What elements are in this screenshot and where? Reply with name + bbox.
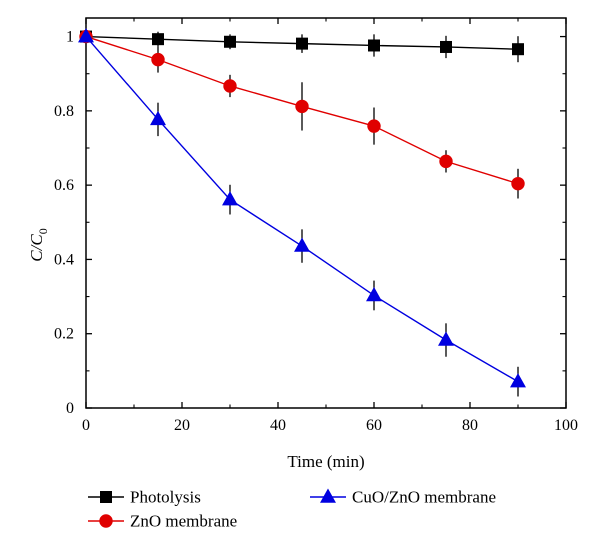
- y-axis-title-subscript: 0: [36, 228, 50, 234]
- x-tick-label: 100: [554, 417, 578, 434]
- data-point: [151, 52, 165, 67]
- plot-area-border: [85, 17, 567, 409]
- series-layer: [78, 28, 526, 397]
- data-point: [511, 176, 525, 191]
- legend-marker: [320, 488, 336, 503]
- data-point: [367, 119, 381, 133]
- data-point: [222, 191, 238, 206]
- x-tick-label: 0: [82, 417, 90, 434]
- data-point: [439, 154, 453, 169]
- x-axis-title: Time (min): [287, 452, 364, 471]
- data-point: [224, 35, 236, 48]
- y-axis-title: C/C0: [27, 228, 50, 261]
- legend-item: CuO/ZnO membrane: [310, 488, 496, 507]
- data-point: [78, 28, 94, 43]
- data-point: [366, 286, 382, 302]
- data-point: [152, 33, 164, 46]
- data-point: [440, 40, 452, 53]
- data-point: [438, 331, 454, 346]
- y-axis: 0 0.2 0.4 0.6 0.8 1: [54, 29, 566, 417]
- x-tick-label: 60: [366, 417, 382, 434]
- plot-frame: [85, 17, 567, 409]
- data-point: [295, 99, 309, 114]
- data-point: [368, 39, 380, 52]
- legend-label: ZnO membrane: [130, 512, 237, 531]
- data-point: [510, 373, 526, 388]
- data-point: [150, 110, 166, 126]
- legend-item: Photolysis: [88, 488, 201, 507]
- data-point: [296, 37, 308, 50]
- x-tick-label: 20: [174, 417, 190, 434]
- y-axis-title-main: C/C: [27, 234, 46, 262]
- data-point: [223, 79, 237, 93]
- series-zno-membrane: [79, 29, 525, 199]
- y-tick-label: 0.8: [54, 103, 74, 120]
- legend-label: CuO/ZnO membrane: [352, 488, 496, 507]
- y-tick-label: 0.2: [54, 326, 74, 343]
- svg-text:C/C0: C/C0: [27, 228, 50, 261]
- data-point: [294, 237, 310, 252]
- series-photolysis: [80, 30, 524, 63]
- legend-item: ZnO membrane: [88, 512, 237, 531]
- legend-marker: [100, 491, 112, 503]
- x-tick-label: 40: [270, 417, 286, 434]
- legend: Photolysis ZnO membrane CuO/ZnO membrane: [88, 488, 496, 531]
- y-tick-label: 0.4: [54, 251, 74, 268]
- x-tick-label: 80: [462, 417, 478, 434]
- legend-marker: [99, 514, 113, 528]
- data-point: [512, 43, 524, 56]
- y-tick-label: 1: [66, 29, 74, 46]
- y-tick-label: 0: [66, 400, 74, 417]
- series-cuo-zno-membrane: [78, 28, 526, 397]
- legend-label: Photolysis: [130, 488, 201, 507]
- y-tick-label: 0.6: [54, 177, 74, 194]
- x-axis: 0 20 40 60 80 100: [82, 18, 578, 434]
